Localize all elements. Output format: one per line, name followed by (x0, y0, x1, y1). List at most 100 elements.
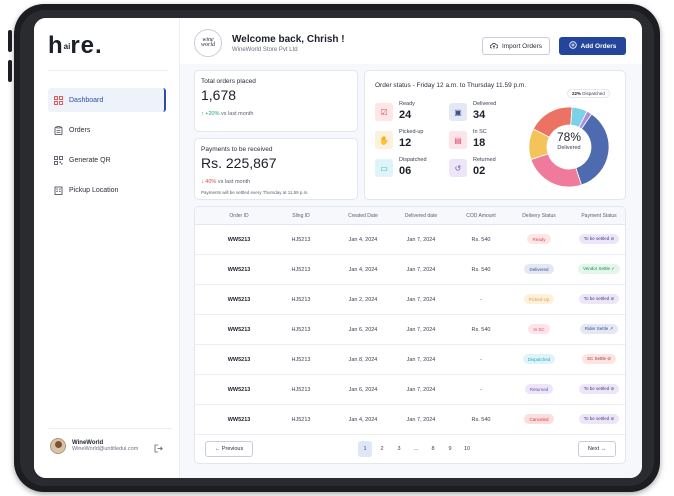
page-number[interactable]: 1 (358, 441, 372, 457)
warehouse-icon: ▤ (449, 131, 467, 149)
next-button[interactable]: Next → (578, 441, 616, 457)
status-name: In SC (473, 129, 487, 135)
table-row[interactable]: WW5213 HJ5213 Jan 6, 2024 Jan 7, 2024 - Retur… (195, 375, 625, 405)
table-row[interactable]: WW5213 HJ5213 Jan 4, 2024 Jan 7, 2024 Rs. 54… (195, 405, 625, 435)
package-icon: ▣ (449, 103, 467, 121)
page-number[interactable]: 9 (448, 446, 452, 452)
sidebar-item-dashboard[interactable]: Dashboard (48, 88, 166, 112)
cell-created: Jan 4, 2024 (348, 237, 378, 243)
cell-sling: HJ5213 (291, 237, 311, 243)
previous-button[interactable]: ← Previous (205, 441, 253, 457)
cell-order: WW5213 (227, 387, 251, 393)
cell-sling: HJ5213 (291, 387, 311, 393)
trend-value: 40% (205, 179, 217, 185)
store-logo: wine world (194, 29, 222, 57)
column-header[interactable]: Delivered date (404, 213, 438, 219)
status-item-picked-up: ✋ Picked-up 12 (375, 129, 445, 153)
sidebar-item-label: Dashboard (69, 96, 104, 104)
cell-order: WW5213 (227, 417, 251, 423)
column-header[interactable]: Payment Status (581, 213, 617, 219)
table-row[interactable]: WW5213 HJ5213 Jan 8, 2024 Jan 7, 2024 - Dispa… (195, 345, 625, 375)
table-header: Order ID Sling ID Created Date Delivered da… (195, 207, 625, 225)
payment-status-badge: SC Settle ⊘ (581, 354, 617, 364)
table-row[interactable]: WW5213 HJ5213 Jan 4, 2024 Jan 7, 2024 Rs. 54… (195, 255, 625, 285)
cell-pstatus: To be settled ⊘ (569, 225, 625, 255)
sidebar-item-pickup-location[interactable]: Pickup Location (48, 178, 166, 202)
sidebar-item-label: Orders (69, 126, 91, 134)
divider (48, 70, 168, 71)
donut-svg (528, 106, 610, 188)
cell-delivered: Jan 7, 2024 (406, 387, 436, 393)
cell-order: WW5213 (227, 237, 251, 243)
status-item-ready: ☑ Ready 24 (375, 101, 445, 125)
add-orders-button[interactable]: Add Orders (559, 37, 626, 55)
user-email: WineWorld@untitledui.com (72, 446, 139, 452)
table-row[interactable]: WW5213 HJ5213 Jan 6, 2024 Jan 7, 2024 Rs. 54… (195, 315, 625, 345)
column-header[interactable]: Delivery Status (522, 213, 556, 219)
column-header[interactable]: COD Amount (466, 213, 496, 219)
arrow-down-icon: ↓ (201, 179, 204, 185)
page-number[interactable]: 3 (397, 446, 401, 452)
header: wine world Welcome back, Chrish ! WineWo… (180, 18, 642, 64)
arrow-up-icon: ↑ (201, 111, 204, 117)
cell-order: WW5213 (227, 297, 251, 303)
cell-delivered: Jan 7, 2024 (406, 297, 436, 303)
cell-delivered: Jan 7, 2024 (406, 237, 436, 243)
cell-pstatus: SC Settle ⊘ (569, 345, 625, 375)
status-name: Ready (399, 101, 415, 107)
table-row[interactable]: WW5213 HJ5213 Jan 4, 2024 Jan 7, 2024 Rs. 54… (195, 225, 625, 255)
cell-delivered: Jan 7, 2024 (406, 417, 436, 423)
sidebar-item-orders[interactable]: Orders (48, 118, 166, 142)
cell-pstatus: Rider Settle ↗ (569, 315, 625, 345)
page-number[interactable]: 2 (380, 446, 384, 452)
status-name: Delivered (473, 101, 497, 107)
column-header[interactable]: Order ID (229, 213, 249, 219)
trend-suffix: vs last month (217, 179, 251, 185)
cell-cod: - (480, 387, 482, 393)
column-header[interactable]: Created Date (348, 213, 378, 219)
cell-dstatus: Canceled (509, 405, 569, 435)
payments-label: Payments to be received (201, 146, 273, 153)
donut-tag: 22% Dispatched (567, 89, 610, 98)
total-orders-value: 1,678 (201, 87, 237, 103)
column-header[interactable]: Sling ID (292, 213, 310, 219)
import-orders-button[interactable]: Import Orders (482, 37, 550, 55)
orders-table: Order ID Sling ID Created Date Delivered da… (194, 206, 626, 464)
page-number[interactable]: 8 (431, 446, 435, 452)
plus-circle-icon (568, 41, 577, 51)
cell-dstatus: Picked-Up (509, 285, 569, 315)
status-name: Returned (473, 157, 496, 163)
building-icon (54, 186, 63, 195)
cell-cod: - (480, 297, 482, 303)
tablet-side-button (8, 30, 12, 52)
cell-dstatus: In SC (509, 315, 569, 345)
screen: haire. Dashboard Orders Generate QR Pi (34, 18, 642, 478)
logo-rest: re. (70, 32, 103, 59)
cell-cod: Rs. 540 (471, 237, 491, 243)
pagination: ← Previous 1 2 3... 8 9 10 Next → (195, 435, 625, 463)
next-label: Next (587, 446, 600, 452)
sidebar-item-generate-qr[interactable]: Generate QR (48, 148, 166, 172)
delivery-status-badge: Dispatched (522, 354, 556, 364)
page-number[interactable]: 10 (463, 446, 471, 452)
status-donut-chart: 22% Dispatched 78% Delivered (525, 89, 613, 189)
user-profile[interactable]: WineWorld WineWorld@untitledui.com (50, 438, 138, 454)
table-row[interactable]: WW5213 HJ5213 Jan 2, 2024 Jan 7, 2024 - Picke… (195, 285, 625, 315)
payment-status-badge: To be settled ⊘ (578, 384, 620, 394)
cell-sling: HJ5213 (291, 297, 311, 303)
payments-value: Rs. 225,867 (201, 155, 277, 171)
avatar (50, 438, 66, 454)
cell-created: Jan 8, 2024 (348, 357, 378, 363)
logout-icon[interactable] (154, 444, 163, 455)
cell-pstatus: To be settled ⊘ (569, 375, 625, 405)
truck-icon: ▭ (375, 159, 393, 177)
divider (48, 428, 172, 429)
cell-cod: Rs. 540 (471, 267, 491, 273)
status-count: 18 (473, 137, 486, 149)
delivery-status-badge: Ready (527, 234, 551, 244)
previous-label: Previous (221, 446, 244, 452)
page-title: Welcome back, Chrish ! (232, 34, 345, 45)
status-item-delivered: ▣ Delivered 34 (449, 101, 519, 125)
app-logo[interactable]: haire. (48, 32, 103, 60)
delivery-status-badge: Canceled (524, 414, 554, 424)
